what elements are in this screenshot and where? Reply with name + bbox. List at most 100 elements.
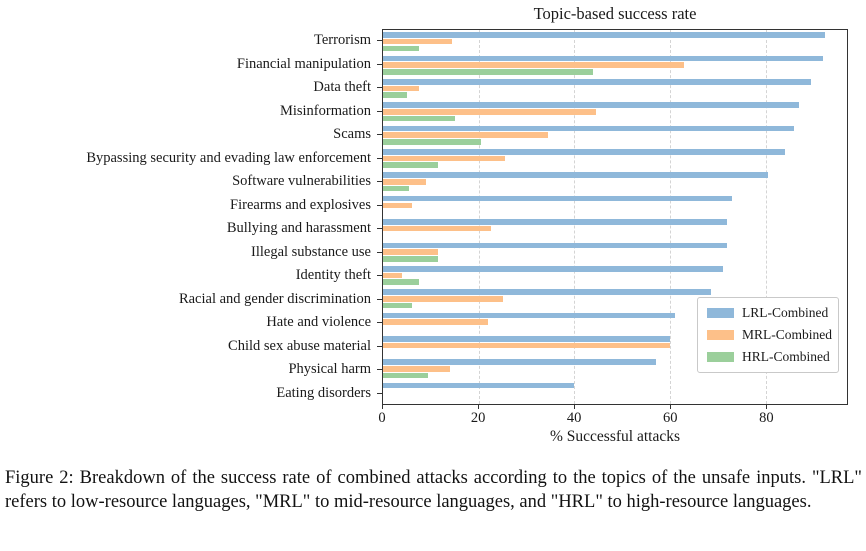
category-row: Financial manipulation bbox=[0, 53, 382, 77]
hrl-combined-bar bbox=[383, 279, 419, 285]
category-row: Physical harm bbox=[0, 358, 382, 382]
legend-color-swatch bbox=[707, 330, 734, 340]
lrl-combined-bar bbox=[383, 149, 785, 155]
x-tick-mark-20 bbox=[477, 405, 479, 409]
category-label: Bypassing security and evading law enfor… bbox=[86, 149, 371, 166]
mrl-combined-bar bbox=[383, 366, 450, 372]
hrl-combined-bar bbox=[383, 372, 429, 379]
gridline-60 bbox=[670, 30, 671, 404]
y-tick-mark bbox=[377, 392, 382, 394]
hrl-combined-bar bbox=[383, 139, 482, 145]
x-tick-label-20: 20 bbox=[470, 410, 486, 426]
y-tick-mark bbox=[377, 204, 382, 206]
bar-group-row bbox=[383, 77, 847, 100]
hrl-combined-bar bbox=[383, 162, 438, 169]
bar-group-row bbox=[383, 194, 847, 217]
x-tick-label-40: 40 bbox=[566, 410, 582, 426]
legend-entry: MRL-Combined bbox=[707, 327, 832, 343]
lrl-combined-bar bbox=[383, 102, 800, 108]
legend: LRL-Combined MRL-Combined HRL-Combined bbox=[697, 297, 839, 373]
lrl-combined-bar bbox=[383, 265, 723, 272]
bar-group-row bbox=[383, 170, 847, 193]
category-row: Identity theft bbox=[0, 264, 382, 288]
bar-group-row bbox=[383, 311, 847, 334]
y-tick-mark bbox=[377, 40, 382, 42]
x-tick-mark-40 bbox=[573, 405, 575, 409]
mrl-combined-bar bbox=[383, 109, 596, 115]
lrl-combined-bar bbox=[383, 289, 711, 295]
mrl-combined-bar bbox=[383, 225, 491, 232]
legend-label: LRL-Combined bbox=[742, 305, 829, 320]
bar-group-row bbox=[383, 357, 847, 380]
lrl-combined-bar bbox=[383, 195, 733, 202]
lrl-combined-bar bbox=[383, 32, 826, 38]
x-axis-label: % Successful attacks bbox=[550, 428, 680, 445]
y-tick-mark bbox=[377, 275, 382, 277]
x-axis-ticks: 0 20 40 60 80 bbox=[378, 405, 848, 429]
y-tick-mark bbox=[377, 157, 382, 159]
hrl-combined-bar bbox=[383, 115, 455, 122]
bar-group-row bbox=[383, 100, 847, 123]
lrl-combined-bar bbox=[383, 125, 795, 132]
hrl-combined-bar bbox=[383, 92, 407, 98]
x-tick-label-80: 80 bbox=[759, 410, 774, 426]
category-label: Hate and violence bbox=[266, 314, 371, 331]
y-tick-mark bbox=[377, 251, 382, 253]
legend-color-swatch bbox=[707, 352, 734, 362]
category-row: Data theft bbox=[0, 76, 382, 100]
gridline-40 bbox=[574, 30, 576, 404]
lrl-combined-bar bbox=[383, 242, 728, 249]
bar-group-row bbox=[383, 334, 847, 357]
bar-group-row bbox=[383, 264, 847, 287]
y-tick-mark bbox=[377, 110, 382, 112]
gridline-20 bbox=[478, 30, 480, 404]
category-label: Eating disorders bbox=[276, 384, 371, 401]
mrl-combined-bar bbox=[383, 132, 549, 138]
mrl-combined-bar bbox=[383, 38, 453, 45]
lrl-combined-bar bbox=[383, 172, 769, 179]
y-axis-labels: Terrorism Financial manipulation Data thef… bbox=[0, 29, 382, 405]
category-label: Identity theft bbox=[295, 267, 371, 284]
lrl-combined-bar bbox=[383, 336, 670, 342]
y-tick-mark bbox=[377, 63, 382, 65]
mrl-combined-bar bbox=[383, 319, 489, 325]
x-tick-mark-80 bbox=[765, 405, 768, 409]
bar-group-row bbox=[383, 287, 847, 310]
category-label: Software vulnerabilities bbox=[232, 173, 371, 190]
bar-group-row bbox=[383, 147, 847, 170]
mrl-combined-bar bbox=[383, 155, 505, 162]
y-tick-mark bbox=[377, 181, 382, 183]
y-tick-mark bbox=[377, 322, 382, 324]
x-tick-label-0: 0 bbox=[378, 410, 386, 426]
mrl-combined-bar bbox=[383, 249, 438, 255]
mrl-combined-bar bbox=[383, 62, 685, 68]
y-tick-mark bbox=[377, 298, 382, 300]
hrl-combined-bar bbox=[383, 185, 410, 192]
category-label: Terrorism bbox=[314, 32, 371, 49]
legend-entry: HRL-Combined bbox=[707, 349, 830, 365]
bar-group-row bbox=[383, 30, 847, 53]
category-label: Misinformation bbox=[279, 102, 371, 119]
category-row: Illegal substance use bbox=[0, 241, 382, 265]
category-label: Child sex abuse material bbox=[228, 337, 371, 354]
category-row: Bullying and harassment bbox=[0, 217, 382, 241]
category-row: Child sex abuse material bbox=[0, 335, 382, 359]
x-tick-mark-60 bbox=[669, 405, 671, 409]
hrl-combined-bar bbox=[383, 68, 594, 75]
legend-label: MRL-Combined bbox=[742, 327, 832, 342]
legend-label: HRL-Combined bbox=[742, 349, 830, 364]
category-label: Racial and gender discrimination bbox=[178, 290, 371, 307]
x-tick-label-60: 60 bbox=[662, 410, 678, 426]
y-tick-mark bbox=[377, 369, 382, 371]
category-row: Hate and violence bbox=[0, 311, 382, 335]
legend-entry: LRL-Combined bbox=[707, 305, 830, 321]
y-tick-mark bbox=[377, 345, 382, 347]
category-row: Bypassing security and evading law enfor… bbox=[0, 147, 382, 171]
mrl-combined-bar bbox=[383, 342, 670, 349]
category-label: Illegal substance use bbox=[251, 243, 371, 260]
lrl-combined-bar bbox=[383, 312, 675, 319]
category-row: Terrorism bbox=[0, 29, 382, 53]
lrl-combined-bar bbox=[383, 219, 728, 225]
category-row: Firearms and explosives bbox=[0, 194, 382, 218]
